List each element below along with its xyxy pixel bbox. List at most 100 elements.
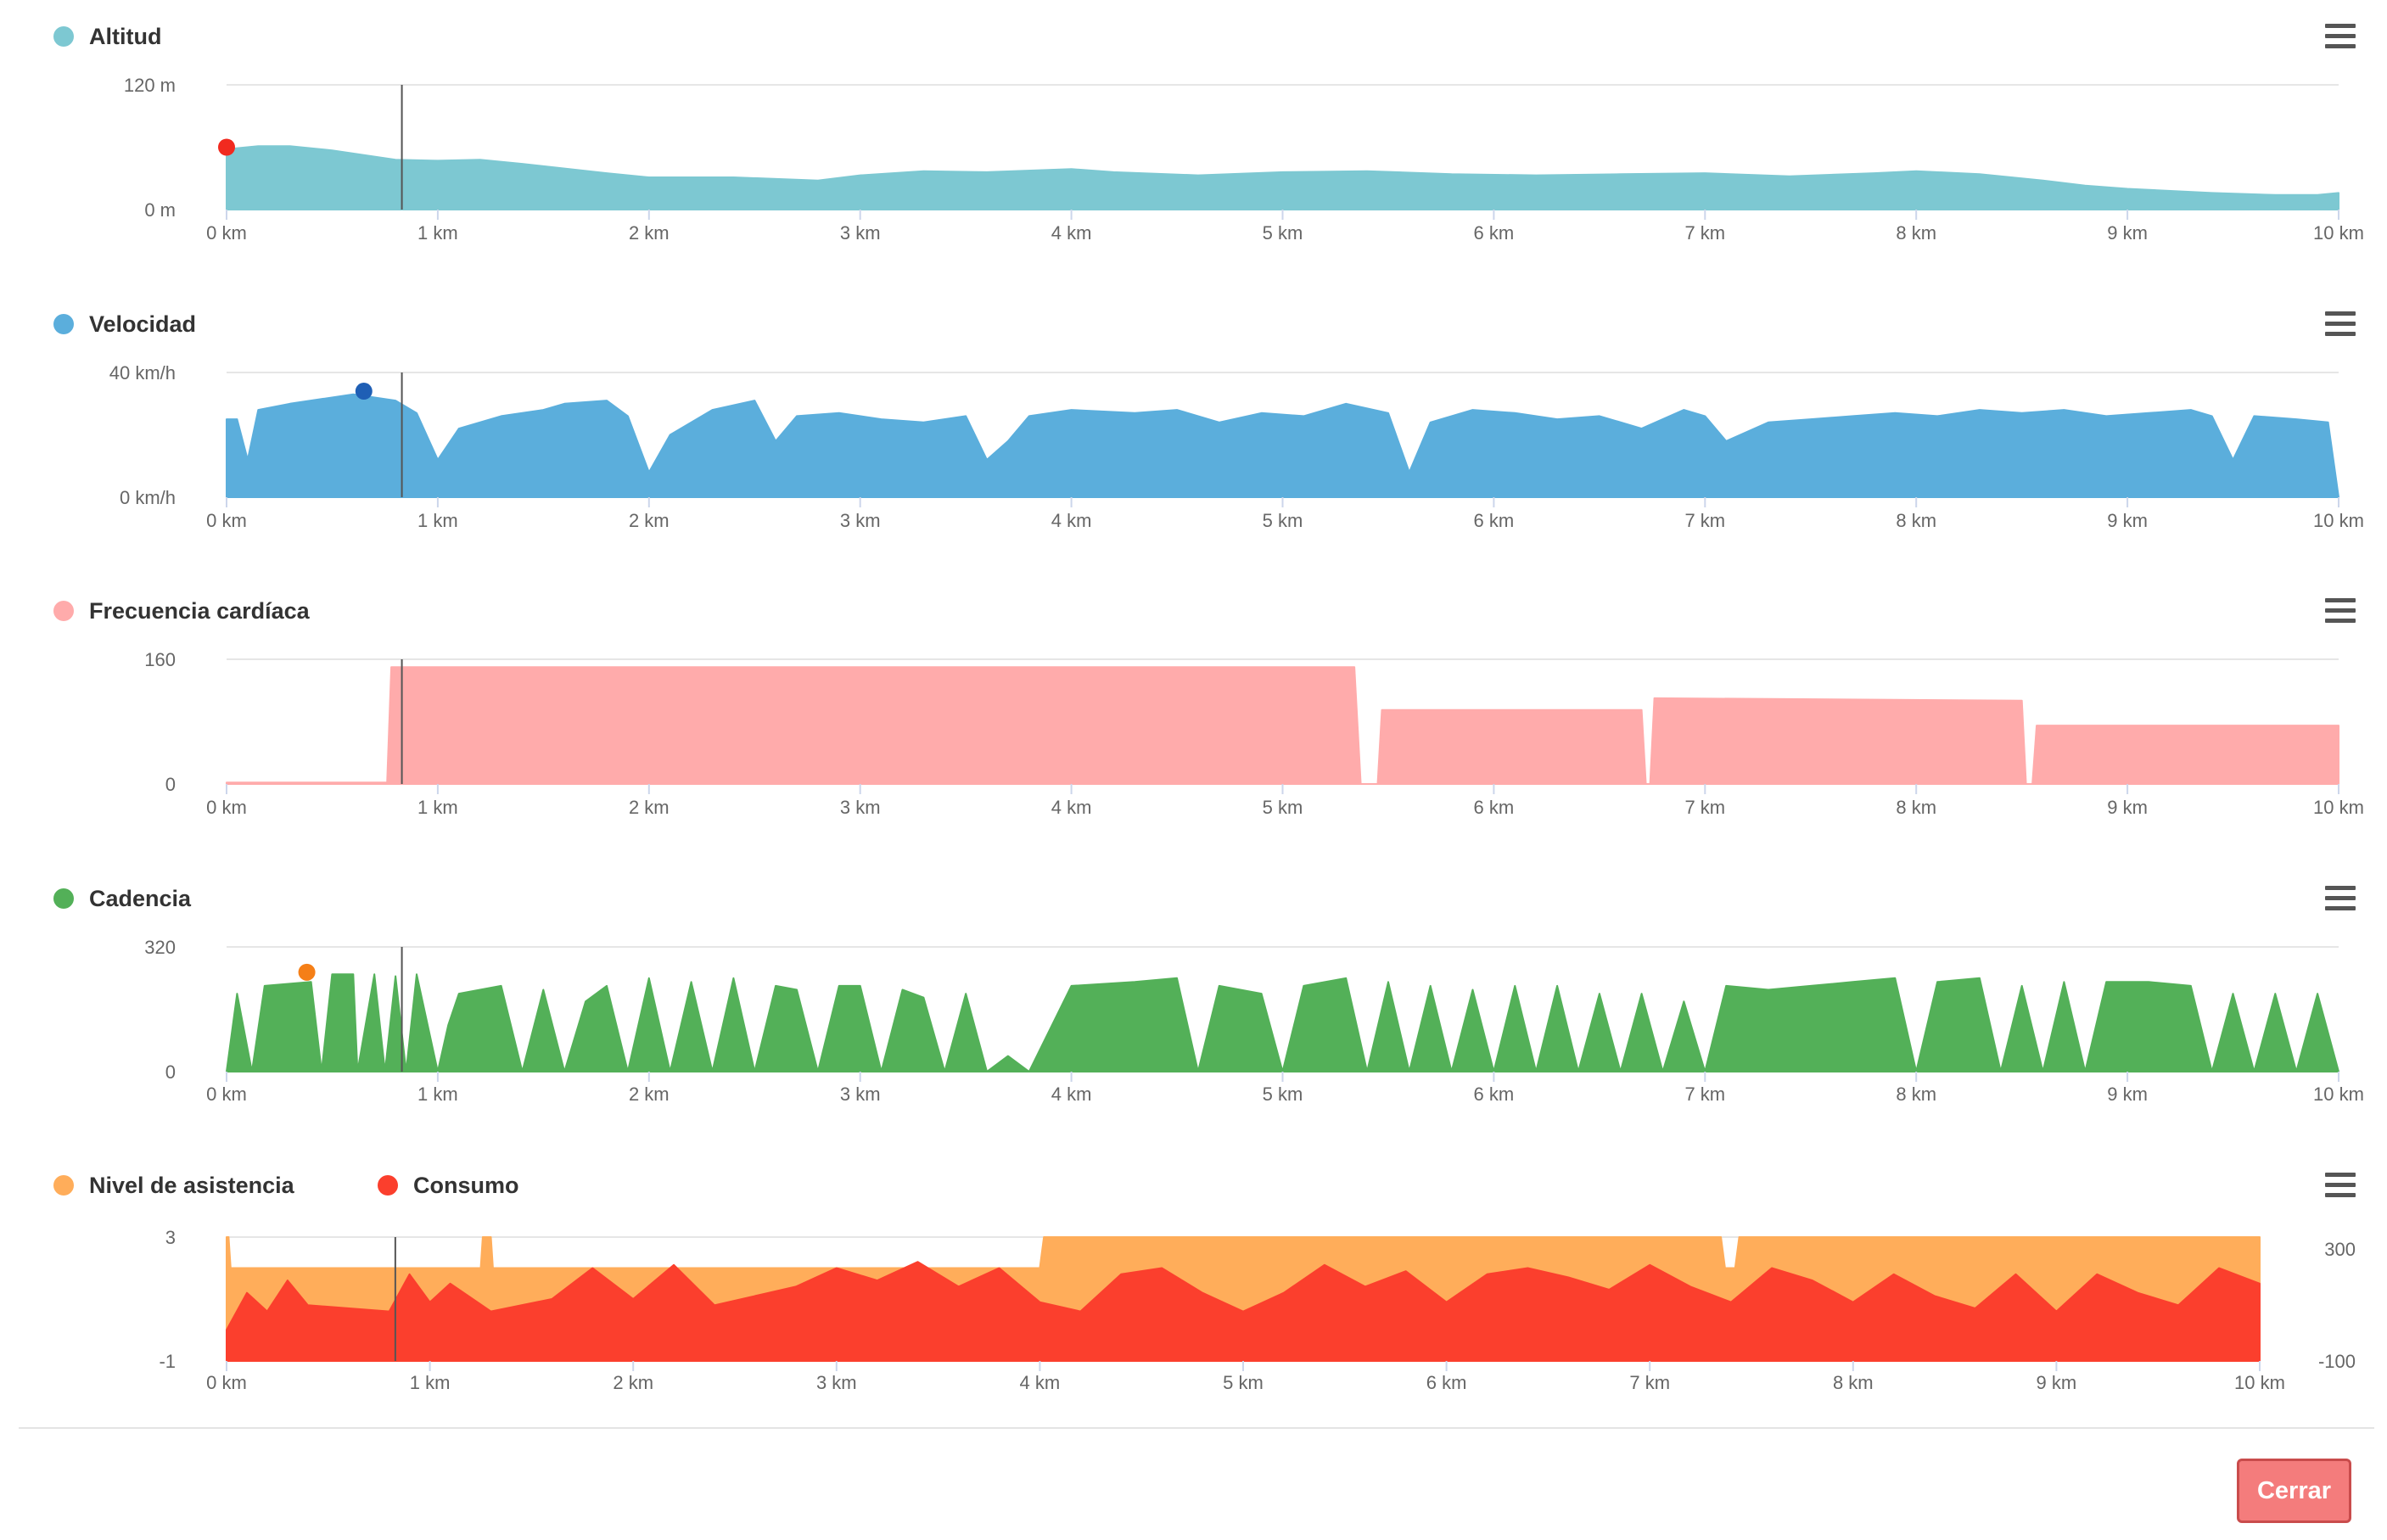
x-tick-label: 8 km — [1896, 1084, 1936, 1105]
x-tick-label: 2 km — [629, 222, 670, 244]
x-tick-label: 9 km — [2037, 1372, 2077, 1393]
close-button[interactable]: Cerrar — [2237, 1459, 2351, 1523]
chart-menu-icon-frecuencia[interactable] — [2325, 598, 2356, 623]
x-tick-label: 10 km — [2313, 797, 2364, 818]
data-point — [224, 1328, 229, 1333]
data-point — [875, 1278, 880, 1283]
data-point — [372, 972, 377, 977]
data-point — [1069, 407, 1074, 412]
legend-item-nivel-de-asistencia[interactable]: Nivel de asistencia — [53, 1173, 295, 1198]
data-point — [1343, 401, 1348, 406]
x-tick-label: 1 km — [417, 222, 458, 244]
y-tick-label: 40 km/h — [109, 362, 176, 384]
legend-item-consumo[interactable]: Consumo — [378, 1173, 519, 1198]
data-point — [1661, 1069, 1666, 1074]
data-point — [2188, 983, 2194, 988]
data-point — [2020, 983, 2025, 988]
data-point — [752, 398, 757, 403]
hover-marker — [355, 383, 373, 400]
data-point — [1449, 171, 1454, 176]
x-tick-label: 9 km — [2107, 1084, 2148, 1105]
x-tick-label: 8 km — [1833, 1372, 1874, 1393]
data-point — [1196, 173, 1201, 178]
x-tick-label: 8 km — [1896, 222, 1936, 244]
data-point — [1723, 439, 1729, 444]
chart-menu-icon-asistencia[interactable] — [2325, 1173, 2356, 1197]
data-point — [1159, 1266, 1164, 1271]
x-tick-label: 3 km — [816, 1372, 857, 1393]
x-tick-label: 2 km — [629, 797, 670, 818]
x-tick-label: 7 km — [1629, 1372, 1670, 1393]
data-point — [2251, 413, 2256, 418]
legend-label: Consumo — [413, 1173, 519, 1198]
data-point — [1512, 411, 1517, 416]
data-point — [1174, 976, 1179, 981]
y-tick-label: 320 — [144, 937, 176, 958]
x-tick-label: 4 km — [1051, 797, 1092, 818]
data-point — [1132, 411, 1137, 416]
x-tick-label: 6 km — [1474, 222, 1515, 244]
data-point — [1639, 991, 1645, 996]
x-tick-label: 8 km — [1896, 797, 1936, 818]
data-point — [2336, 723, 2341, 728]
legend-item-velocidad[interactable]: Velocidad — [53, 311, 196, 337]
data-point — [1037, 1300, 1042, 1305]
data-point — [668, 1069, 673, 1074]
hover-marker — [298, 963, 316, 981]
data-point — [671, 1263, 676, 1268]
x-tick-label: 10 km — [2313, 1084, 2364, 1105]
data-point — [457, 991, 462, 996]
legend-item-altitud[interactable]: Altitud — [53, 24, 161, 49]
series-area-asistencia-1[interactable] — [226, 1261, 2261, 1362]
data-point — [1364, 1069, 1370, 1074]
data-point — [984, 170, 989, 175]
x-tick-label: 9 km — [2107, 797, 2148, 818]
chart-menu-icon-altitud[interactable] — [2325, 24, 2356, 48]
data-point — [1566, 1275, 1571, 1280]
x-tick-label: 7 km — [1684, 1084, 1725, 1105]
data-point — [329, 972, 334, 977]
series-area-frecuencia-0[interactable] — [226, 666, 2339, 785]
data-point — [2216, 1266, 2222, 1271]
data-point — [393, 398, 398, 403]
data-point — [1702, 413, 1707, 418]
data-point — [2210, 413, 2215, 418]
series-area-velocidad-0[interactable] — [226, 393, 2339, 498]
data-point — [1512, 983, 1517, 988]
data-point — [794, 988, 799, 993]
data-point — [1111, 170, 1116, 175]
data-point — [1241, 1309, 1246, 1314]
legend-item-cadencia[interactable]: Cadencia — [53, 886, 192, 911]
data-point — [1808, 983, 1813, 988]
y-tick-label: -1 — [159, 1351, 176, 1372]
data-point — [1681, 999, 1686, 1004]
x-tick-label: 0 km — [206, 1372, 247, 1393]
x-tick-label: 1 km — [417, 797, 458, 818]
data-point — [428, 1300, 433, 1305]
series-area-altitud-0[interactable] — [226, 145, 2339, 210]
data-point — [1533, 173, 1538, 178]
data-point — [1259, 991, 1264, 996]
series-area-cadencia-0[interactable] — [226, 973, 2339, 1072]
data-point — [489, 1235, 494, 1240]
y-tick-label: 0 km/h — [120, 487, 176, 508]
legend-item-frecuencia-card-aca[interactable]: Frecuencia cardíaca — [53, 598, 311, 624]
data-point — [1078, 1309, 1083, 1314]
data-point — [499, 983, 504, 988]
data-point — [2251, 1069, 2256, 1074]
chart-menu-icon-velocidad[interactable] — [2325, 311, 2356, 336]
data-point — [350, 972, 356, 977]
data-point — [1998, 1069, 2003, 1074]
data-point — [668, 433, 673, 438]
legend-label: Altitud — [89, 24, 161, 49]
data-point — [355, 1069, 360, 1074]
data-point — [1935, 413, 1940, 418]
data-point — [921, 169, 926, 174]
data-point — [255, 143, 261, 148]
data-point — [604, 171, 609, 176]
data-point — [2014, 1272, 2019, 1277]
data-point — [1449, 1069, 1454, 1074]
data-point — [1810, 1278, 1815, 1283]
data-point — [879, 1069, 884, 1074]
chart-menu-icon-cadencia[interactable] — [2325, 886, 2356, 910]
